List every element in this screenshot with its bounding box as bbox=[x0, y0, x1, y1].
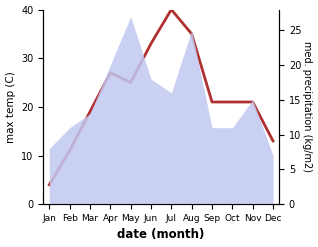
X-axis label: date (month): date (month) bbox=[117, 228, 205, 242]
Y-axis label: med. precipitation (kg/m2): med. precipitation (kg/m2) bbox=[302, 41, 313, 172]
Y-axis label: max temp (C): max temp (C) bbox=[5, 71, 16, 143]
